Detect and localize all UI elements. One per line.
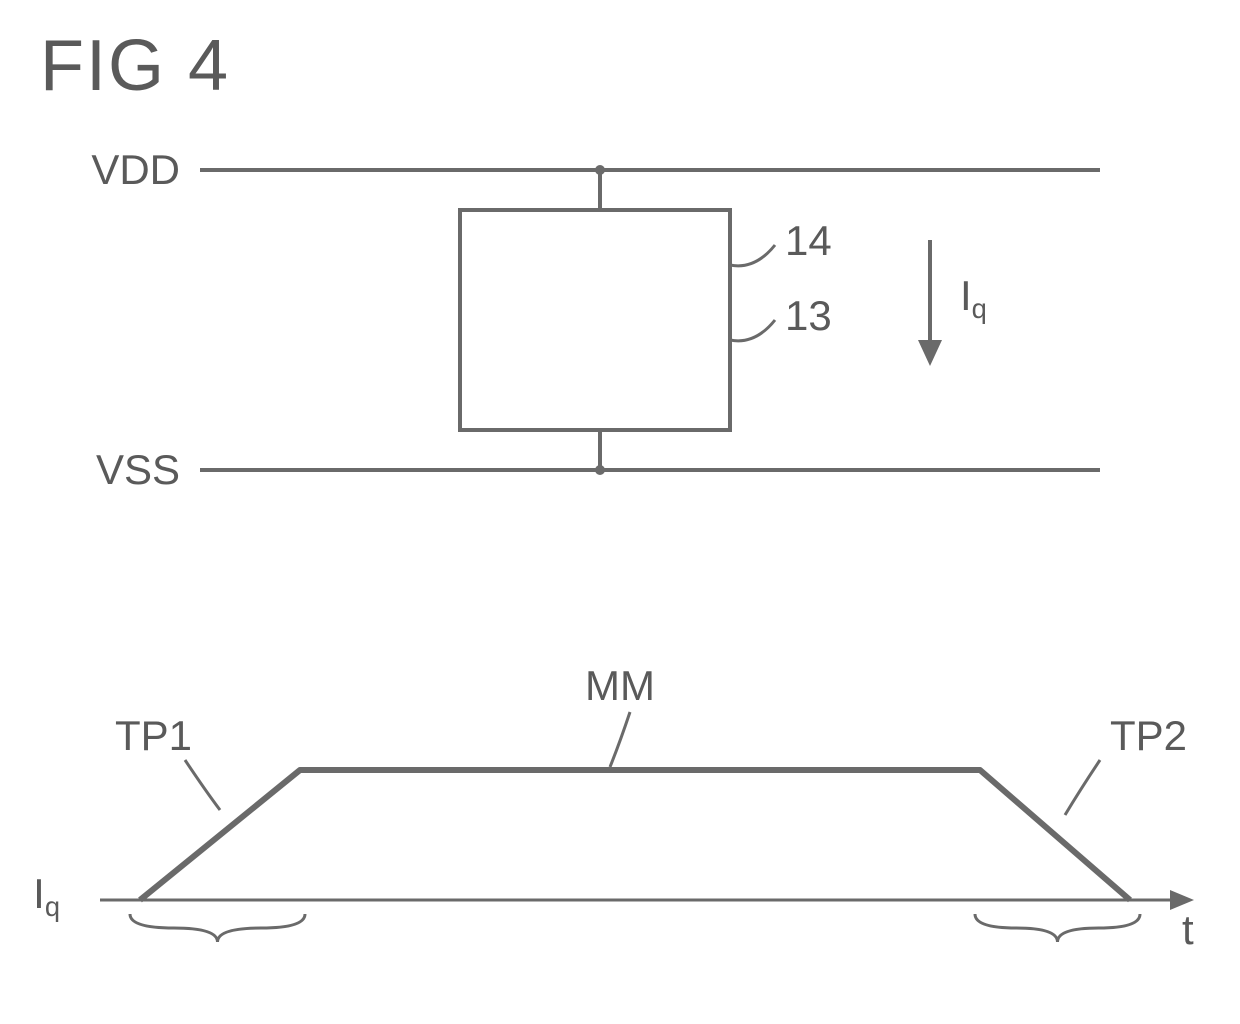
leader-tp1 xyxy=(185,760,220,810)
leader-14 xyxy=(730,245,775,266)
y-axis-label: Iq xyxy=(33,870,60,922)
leader-tp2 xyxy=(1065,760,1100,815)
brace xyxy=(130,914,305,942)
node-vss xyxy=(595,465,605,475)
iq-label: Iq xyxy=(960,272,987,324)
ref-13: 13 xyxy=(785,292,832,339)
x-axis-label: t xyxy=(1182,906,1194,953)
label-tp1: TP1 xyxy=(115,712,192,759)
label-mm: MM xyxy=(585,662,655,709)
iq-trace xyxy=(140,770,1130,900)
vdd-label: VDD xyxy=(91,146,180,193)
brace xyxy=(975,914,1140,942)
leader-mm xyxy=(610,712,630,767)
block-14-13 xyxy=(460,210,730,430)
leader-13 xyxy=(730,320,775,341)
label-tp2: TP2 xyxy=(1110,712,1187,759)
figure-title: FIG 4 xyxy=(40,26,230,106)
vss-label: VSS xyxy=(96,446,180,493)
iq-arrow-head xyxy=(918,340,942,366)
ref-14: 14 xyxy=(785,217,832,264)
node-vdd xyxy=(595,165,605,175)
